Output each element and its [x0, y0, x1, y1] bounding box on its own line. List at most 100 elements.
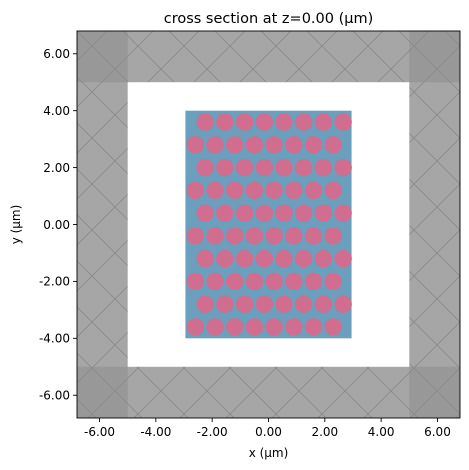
- hole: [304, 318, 323, 336]
- hole: [314, 249, 333, 268]
- hole: [285, 136, 303, 154]
- hole: [225, 318, 244, 336]
- chart-title: cross section at z=0.00 (μm): [164, 11, 374, 27]
- hole: [206, 181, 224, 200]
- y-tick-label: -6.00: [39, 389, 70, 403]
- hole: [275, 204, 293, 222]
- hole: [216, 204, 234, 222]
- y-tick-label: -4.00: [39, 332, 70, 346]
- hole: [334, 295, 352, 313]
- hole: [255, 295, 274, 313]
- hole: [255, 113, 274, 131]
- hole: [206, 272, 224, 291]
- hole: [235, 295, 254, 313]
- hole: [196, 295, 214, 313]
- hole: [294, 204, 313, 222]
- hole: [294, 295, 313, 313]
- hole: [235, 204, 254, 222]
- hole: [206, 227, 224, 245]
- hole: [324, 318, 343, 336]
- hole: [294, 249, 313, 268]
- hole: [216, 295, 234, 313]
- hole: [294, 113, 313, 131]
- y-tick-label: 0.00: [43, 218, 70, 232]
- hole: [275, 249, 293, 268]
- hole: [186, 181, 205, 200]
- hole: [216, 158, 234, 177]
- hole: [304, 227, 323, 245]
- hole: [334, 204, 352, 222]
- hole: [265, 181, 283, 200]
- x-tick-label: -2.00: [197, 425, 228, 439]
- hole: [225, 181, 244, 200]
- pml-corner-3: [409, 366, 460, 418]
- x-tick-label: 0.00: [255, 425, 282, 439]
- hole: [304, 181, 323, 200]
- hole: [314, 113, 333, 131]
- hole: [206, 318, 224, 336]
- hole: [334, 158, 352, 177]
- hole: [275, 295, 293, 313]
- hole: [225, 272, 244, 291]
- hole: [304, 272, 323, 291]
- hole: [216, 113, 234, 131]
- hole: [334, 249, 352, 268]
- hole: [255, 158, 274, 177]
- hole: [275, 158, 293, 177]
- hole: [265, 136, 283, 154]
- hole: [196, 249, 214, 268]
- hole: [275, 113, 293, 131]
- hole: [265, 227, 283, 245]
- hole: [265, 318, 283, 336]
- x-tick-label: -6.00: [84, 425, 115, 439]
- hole: [186, 227, 205, 245]
- y-tick-label: 6.00: [43, 47, 70, 61]
- plot-area: [77, 31, 460, 418]
- hole: [245, 272, 264, 291]
- hole: [285, 318, 303, 336]
- y-tick-label: 2.00: [43, 161, 70, 175]
- hole: [245, 227, 264, 245]
- hole: [334, 113, 352, 131]
- hole: [225, 136, 244, 154]
- hole: [304, 136, 323, 154]
- hole: [314, 295, 333, 313]
- hole: [186, 272, 205, 291]
- hole: [245, 181, 264, 200]
- hole: [324, 136, 343, 154]
- hole: [225, 227, 244, 245]
- hole: [245, 136, 264, 154]
- hole: [196, 113, 214, 131]
- hole: [186, 136, 205, 154]
- hole: [294, 158, 313, 177]
- hole: [196, 158, 214, 177]
- hole: [324, 181, 343, 200]
- pml-corner-0: [77, 31, 128, 83]
- hole: [196, 204, 214, 222]
- hole: [186, 318, 205, 336]
- hole: [285, 272, 303, 291]
- x-tick-label: 4.00: [368, 425, 395, 439]
- x-tick-label: 6.00: [424, 425, 451, 439]
- hole: [206, 136, 224, 154]
- hole: [255, 249, 274, 268]
- hole: [245, 318, 264, 336]
- hole: [265, 272, 283, 291]
- hole: [235, 249, 254, 268]
- hole: [235, 158, 254, 177]
- hole: [285, 181, 303, 200]
- hole: [285, 227, 303, 245]
- x-tick-label: 2.00: [311, 425, 338, 439]
- x-axis-label: x (μm): [249, 446, 289, 460]
- hole: [324, 227, 343, 245]
- y-tick-label: 4.00: [43, 104, 70, 118]
- y-tick-label: -2.00: [39, 275, 70, 289]
- hole: [324, 272, 343, 291]
- hole: [314, 158, 333, 177]
- pml-corner-2: [77, 366, 128, 418]
- x-tick-label: -4.00: [140, 425, 171, 439]
- hole: [216, 249, 234, 268]
- hole: [255, 204, 274, 222]
- y-axis-label: y (μm): [9, 205, 23, 245]
